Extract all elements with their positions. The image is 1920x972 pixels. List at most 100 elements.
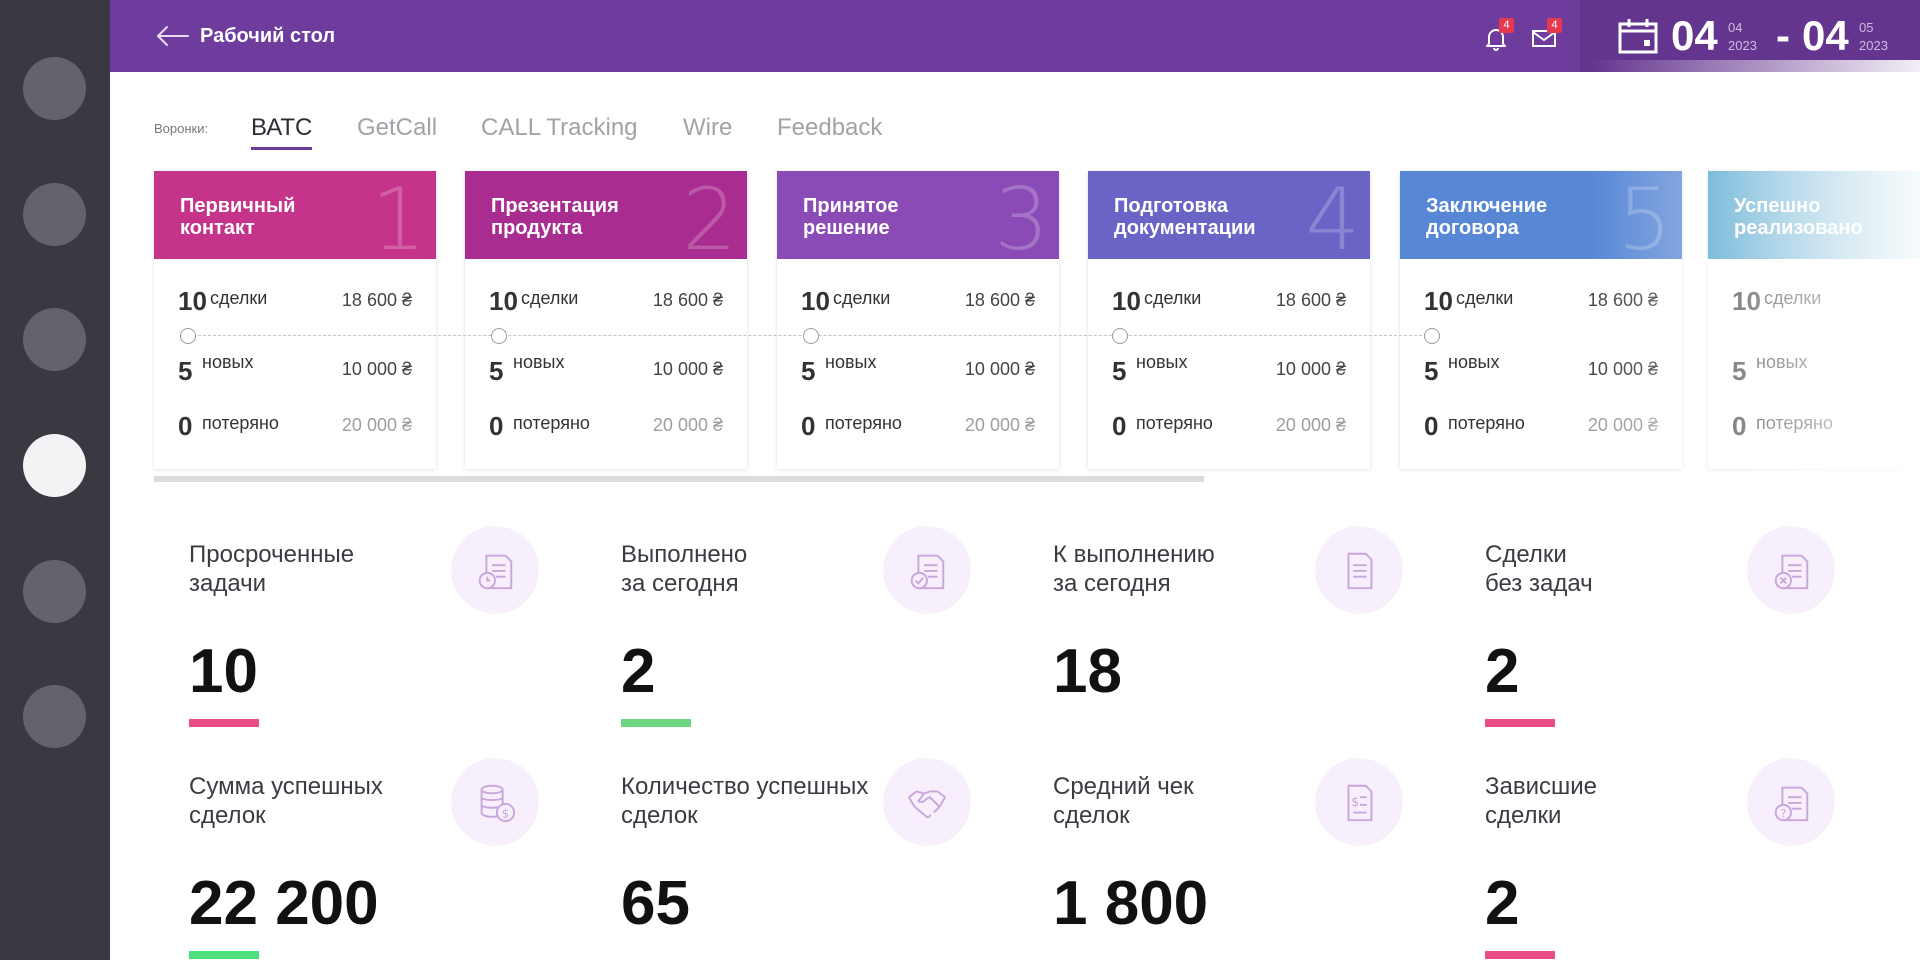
rail-nav-item-6[interactable] (23, 685, 86, 748)
stage-header: Заключение договора 5 (1400, 171, 1682, 259)
stage-contract-card[interactable]: Заключение договора 5 10 сделки 18 600 ₴… (1400, 171, 1682, 469)
stages-scrollbar[interactable] (154, 476, 1204, 482)
new-count: 5 (801, 356, 816, 386)
stage-name: Подготовка документации (1114, 195, 1256, 239)
metric-overdue-tasks[interactable]: Просроченные задачи 10 (189, 526, 609, 740)
metric-value: 18 (1053, 637, 1122, 706)
metric-indicator-bar (189, 719, 259, 727)
new-label: новых (825, 352, 877, 372)
rail-nav-item-1[interactable] (23, 57, 86, 120)
stage-primary-contact-card[interactable]: Первичный контакт 1 10 сделки 18 600 ₴ 5… (154, 171, 436, 469)
lost-label: потеряно (825, 413, 902, 433)
stage-connector-node (803, 328, 819, 344)
funnels-label: Воронки: (154, 121, 209, 136)
tab-wire[interactable]: Wire (683, 114, 733, 141)
deals-row: 10 сделки 18 (1732, 286, 1920, 316)
metric-value: 2 (1485, 869, 1520, 938)
metric-completed-today[interactable]: Выполнено за сегодня 2 (621, 526, 1041, 740)
lost-sum: 20 000 ₴ (341, 415, 412, 435)
metric-successful-count[interactable]: Количество успешных сделок 65 (621, 758, 1041, 972)
new-sum: 10 000 ₴ (652, 359, 723, 379)
tab-call-tracking[interactable]: CALL Tracking (481, 114, 638, 141)
lost-count: 0 (1424, 411, 1439, 441)
stage-number: 2 (682, 171, 737, 259)
new-label: новых (1136, 352, 1188, 372)
tab-getcall[interactable]: GetCall (357, 114, 438, 141)
deals-label: сделки (521, 288, 579, 308)
metric-stalled-deals[interactable]: Зависшие сделки ? 2 (1485, 758, 1905, 972)
stage-connector-node (180, 328, 196, 344)
tab-feedback[interactable]: Feedback (777, 114, 883, 141)
rail-nav-item-4-active[interactable] (23, 434, 86, 497)
new-row: 5 новых 10 000 ₴ (178, 352, 412, 386)
svg-text:?: ? (1780, 806, 1786, 820)
new-count: 5 (1112, 356, 1127, 386)
stage-header: Подготовка документации 4 (1088, 171, 1370, 259)
calendar-icon (1618, 19, 1658, 54)
metric-label: Выполнено за сегодня (621, 541, 748, 597)
metric-successful-sum[interactable]: Сумма успешных сделок $ 22 200 (189, 758, 609, 972)
messages-badge: 4 (1547, 18, 1562, 33)
metric-label: Сделки без задач (1485, 541, 1593, 597)
tab-vats[interactable]: ВАТС (251, 114, 313, 150)
lost-label: потеряно (202, 413, 279, 433)
deals-count: 10 (801, 286, 830, 316)
lost-sum: 20 000 ₴ (652, 415, 723, 435)
metric-indicator-bar (1485, 719, 1555, 727)
back-arrow-icon[interactable] (154, 22, 190, 50)
stage-connector-node (1112, 328, 1128, 344)
stage-number: 1 (371, 171, 426, 259)
top-header: Рабочий стол 4 4 04 04 2023 - 04 05 2023 (110, 0, 1920, 72)
deals-sum: 18 600 ₴ (1275, 290, 1346, 310)
lost-sum: 20 000 ₴ (964, 415, 1035, 435)
date-separator: - (1776, 12, 1790, 59)
stage-product-presentation-card[interactable]: Презентация продукта 2 10 сделки 18 600 … (465, 171, 747, 469)
stage-header: Успешно реализовано (1708, 171, 1920, 259)
deals-label: сделки (833, 288, 891, 308)
date-from-day: 04 (1671, 12, 1718, 59)
new-row: 5 новых 10 000 ₴ (1112, 352, 1346, 386)
rail-nav-item-5[interactable] (23, 560, 86, 623)
notifications-badge: 4 (1499, 18, 1514, 33)
metric-label: К выполнению за сегодня (1053, 541, 1215, 597)
metric-average-check[interactable]: Средний чек сделок $ 1 800 (1053, 758, 1473, 972)
deals-row: 10 сделки 18 600 ₴ (1424, 286, 1658, 316)
stage-decision-made-card[interactable]: Принятое решение 3 10 сделки 18 600 ₴ 5 … (777, 171, 1059, 469)
metric-value: 22 200 (189, 869, 379, 938)
stage-number: 3 (994, 171, 1049, 259)
lost-row: 0 потеряно 20 (1732, 411, 1920, 441)
new-row: 5 новых 10 000 ₴ (1424, 352, 1658, 386)
metric-label: Зависшие сделки (1485, 773, 1598, 829)
lost-row: 0 потеряно 20 000 ₴ (178, 411, 412, 441)
handshake-icon (883, 758, 971, 846)
stage-successfully-sold-card[interactable]: Успешно реализовано 10 сделки 18 5 новых… (1708, 171, 1920, 469)
stage-header: Первичный контакт 1 (154, 171, 436, 259)
deals-sum: 18 600 ₴ (1587, 290, 1658, 310)
new-sum: 10 000 ₴ (1275, 359, 1346, 379)
lost-count: 0 (489, 411, 504, 441)
stage-documentation-card[interactable]: Подготовка документации 4 10 сделки 18 6… (1088, 171, 1370, 469)
rail-nav-item-2[interactable] (23, 183, 86, 246)
lost-row: 0 потеряно 20 000 ₴ (801, 411, 1035, 441)
metric-value: 65 (621, 869, 690, 938)
metric-value: 1 800 (1053, 869, 1209, 938)
rail-nav-item-3[interactable] (23, 308, 86, 371)
document-dollar-icon: $ (1315, 758, 1403, 846)
messages-button[interactable]: 4 (1530, 18, 1562, 52)
metric-deals-without-tasks[interactable]: Сделки без задач 2 (1485, 526, 1905, 740)
metric-label: Просроченные задачи (189, 541, 355, 597)
date-to-day: 04 (1802, 12, 1849, 59)
lost-row: 0 потеряно 20 000 ₴ (489, 411, 723, 441)
new-row: 5 новых 10 000 ₴ (489, 352, 723, 386)
document-question-icon: ? (1747, 758, 1835, 846)
lost-count: 0 (1732, 411, 1747, 441)
metric-value: 2 (1485, 637, 1520, 706)
stage-name: Успешно реализовано (1734, 195, 1863, 239)
deals-row: 10 сделки 18 600 ₴ (489, 286, 723, 316)
date-range-picker[interactable]: 04 04 2023 - 04 05 2023 (1580, 0, 1920, 72)
new-sum: 10 000 ₴ (341, 359, 412, 379)
metric-todo-today[interactable]: К выполнению за сегодня 18 (1053, 526, 1473, 740)
notifications-button[interactable]: 4 (1482, 18, 1514, 52)
new-sum: 10 000 ₴ (964, 359, 1035, 379)
lost-count: 0 (178, 411, 193, 441)
